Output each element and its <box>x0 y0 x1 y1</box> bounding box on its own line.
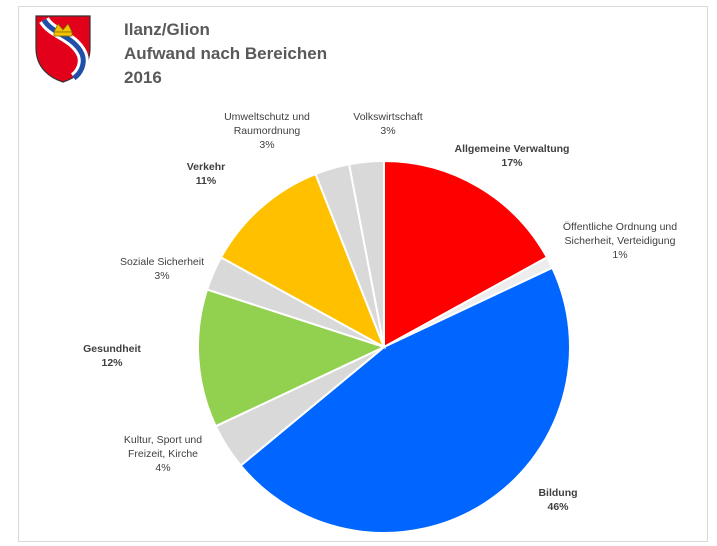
slice-label-bildung: Bildung 46% <box>538 487 577 513</box>
slice-name-label: Sicherheit, Verteidigung <box>565 235 676 247</box>
title-line-2: Aufwand nach Bereichen <box>124 44 328 63</box>
slice-name-label: Öffentliche Ordnung und <box>563 221 677 233</box>
pie-slice-allgemeine-verwaltung <box>383 159 549 349</box>
pie-slice-verkehr <box>219 172 386 350</box>
slice-percent-label: 11% <box>196 175 217 187</box>
slice-name-label: Raumordnung <box>234 125 301 137</box>
chart-frame <box>18 6 708 542</box>
slice-percent-label: 17% <box>501 157 523 169</box>
title-line-1: Ilanz/Glion <box>124 20 210 39</box>
slice-label-allgemeine-verwaltung: Allgemeine Verwaltung 17% <box>455 143 570 169</box>
slice-percent-label: 3% <box>154 270 169 282</box>
slice-percent-label: 4% <box>155 462 170 474</box>
pie-slice-bildung <box>239 266 571 534</box>
slice-name-label: Umweltschutz und <box>224 111 310 123</box>
slice-percent-label: 3% <box>380 125 395 137</box>
pie-slice-gesundheit <box>197 288 387 428</box>
slice-name-label: Kultur, Sport und <box>124 434 202 446</box>
slice-label-volkswirtschaft: Volkswirtschaft 3% <box>353 111 423 137</box>
slice-label-umweltschutz-und-raumordnung: Umweltschutz und Raumordnung 3% <box>224 111 310 151</box>
slice-label-soziale-sicherheit: Soziale Sicherheit 3% <box>120 256 204 282</box>
slice-name-label: Bildung <box>538 487 577 499</box>
slice-name-label: Freizeit, Kirche <box>128 448 198 460</box>
slice-percent-label: 3% <box>259 139 274 151</box>
slice-label-verkehr: Verkehr 11% <box>187 161 226 187</box>
slice-percent-label: 12% <box>101 357 123 369</box>
slice-name-label: Volkswirtschaft <box>353 111 423 123</box>
slice-name-label: Verkehr <box>187 161 226 173</box>
slice-label-offentliche-ordnung-und-sicherheit-verteidigung: Öffentliche Ordnung und Sicherheit, Verte… <box>563 221 677 261</box>
coat-of-arms-icon <box>35 15 91 83</box>
slice-percent-label: 46% <box>547 501 569 513</box>
slice-percent-label: 1% <box>612 249 627 261</box>
chart-title: Ilanz/Glion Aufwand nach Bereichen 2016 <box>124 18 327 90</box>
slice-label-gesundheit: Gesundheit 12% <box>83 343 141 369</box>
title-line-3: 2016 <box>124 68 162 87</box>
slice-label-kultur-sport-und-freizeit-kirche: Kultur, Sport und Freizeit, Kirche 4% <box>124 434 202 474</box>
slice-name-label: Allgemeine Verwaltung <box>455 143 570 155</box>
slice-name-label: Gesundheit <box>83 343 141 355</box>
slice-name-label: Soziale Sicherheit <box>120 256 204 268</box>
pie-slice-volkswirtschaft <box>347 159 385 348</box>
